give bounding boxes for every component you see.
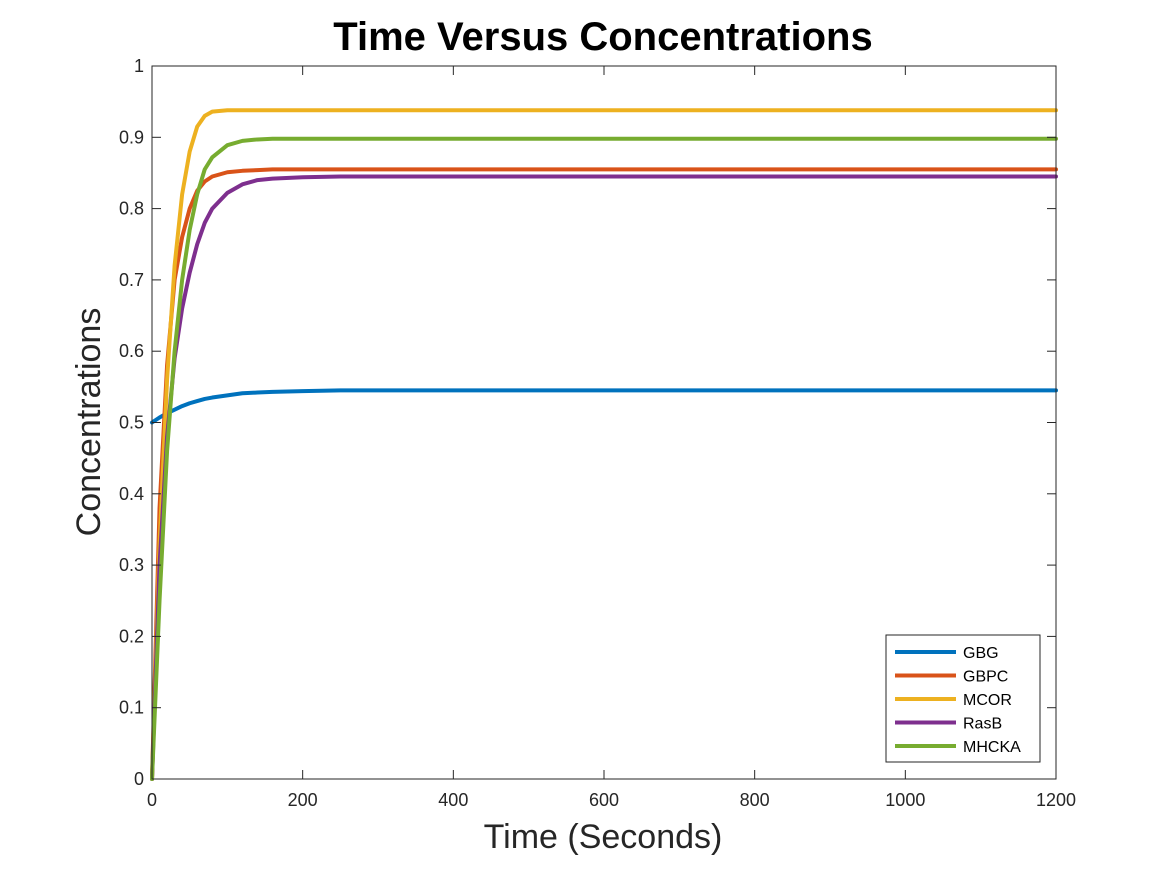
x-tick-label: 800 xyxy=(740,790,770,810)
y-tick-label: 0 xyxy=(134,769,144,789)
legend: GBG GBPC MCOR RasB MHCKA xyxy=(885,634,1041,763)
series-line-mhcka xyxy=(150,136,1058,781)
y-tick-label: 0.1 xyxy=(119,698,144,718)
chart-title: Time Versus Concentrations xyxy=(333,15,872,59)
legend-label-mhcka: MHCKA xyxy=(963,739,1021,756)
legend-label-rasb: RasB xyxy=(963,716,1002,733)
y-tick-label: 0.5 xyxy=(119,413,144,433)
series-line-gbpc xyxy=(150,167,1058,781)
series-layer xyxy=(150,108,1058,781)
y-tick-label: 0.6 xyxy=(119,341,144,361)
y-tick-label: 1 xyxy=(134,56,144,76)
x-tick-label: 400 xyxy=(438,790,468,810)
tick-layer: 0 200 400 600 800 1000 1200 0 0.1 0.2 0.3 0.4 0.5 0.6… xyxy=(119,56,1076,810)
y-tick-label: 0.4 xyxy=(119,484,144,504)
y-tick-label: 0.2 xyxy=(119,626,144,646)
x-axis-label: Time (Seconds) xyxy=(484,818,723,856)
x-tick-label: 1000 xyxy=(885,790,925,810)
y-tick-label: 0.7 xyxy=(119,270,144,290)
y-tick-label: 0.8 xyxy=(119,199,144,219)
y-tick-label: 0.9 xyxy=(119,127,144,147)
x-tick-label: 0 xyxy=(147,790,157,810)
legend-label-mcor: MCOR xyxy=(963,692,1012,709)
x-tick-label: 200 xyxy=(288,790,318,810)
series-line-mcor xyxy=(150,108,1058,781)
series-line-gbg xyxy=(150,388,1058,425)
x-tick-label: 600 xyxy=(589,790,619,810)
x-tick-label: 1200 xyxy=(1036,790,1076,810)
y-axis-label: Concentrations xyxy=(70,308,108,537)
y-tick-label: 0.3 xyxy=(119,555,144,575)
legend-label-gbg: GBG xyxy=(963,645,999,662)
legend-label-gbpc: GBPC xyxy=(963,669,1008,686)
